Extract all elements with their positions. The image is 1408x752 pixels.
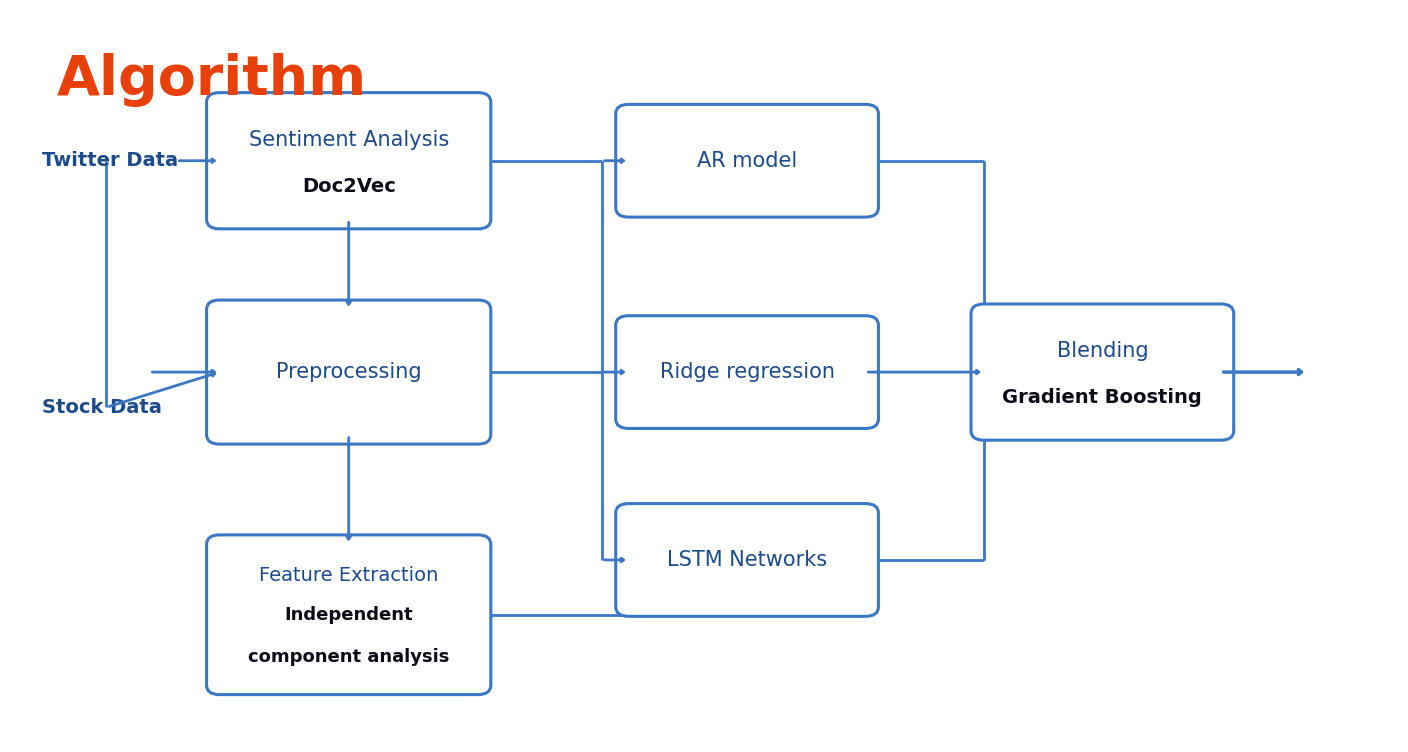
Text: Feature Extraction: Feature Extraction	[259, 566, 438, 585]
Text: AR model: AR model	[697, 150, 797, 171]
Text: LSTM Networks: LSTM Networks	[667, 550, 826, 570]
FancyBboxPatch shape	[207, 92, 491, 229]
Text: Gradient Boosting: Gradient Boosting	[1002, 389, 1202, 408]
Text: Algorithm: Algorithm	[56, 53, 366, 107]
Text: component analysis: component analysis	[248, 648, 449, 666]
FancyBboxPatch shape	[615, 316, 879, 429]
FancyBboxPatch shape	[972, 304, 1233, 440]
Text: Preprocessing: Preprocessing	[276, 362, 421, 382]
FancyBboxPatch shape	[207, 300, 491, 444]
Text: Blending: Blending	[1056, 341, 1148, 361]
Text: Ridge regression: Ridge regression	[659, 362, 835, 382]
FancyBboxPatch shape	[615, 504, 879, 617]
Text: Doc2Vec: Doc2Vec	[301, 177, 396, 196]
Text: Twitter Data: Twitter Data	[42, 151, 177, 170]
Text: Independent: Independent	[284, 606, 413, 623]
Text: Stock Data: Stock Data	[42, 398, 162, 417]
FancyBboxPatch shape	[615, 105, 879, 217]
FancyBboxPatch shape	[207, 535, 491, 695]
Text: Sentiment Analysis: Sentiment Analysis	[249, 129, 449, 150]
